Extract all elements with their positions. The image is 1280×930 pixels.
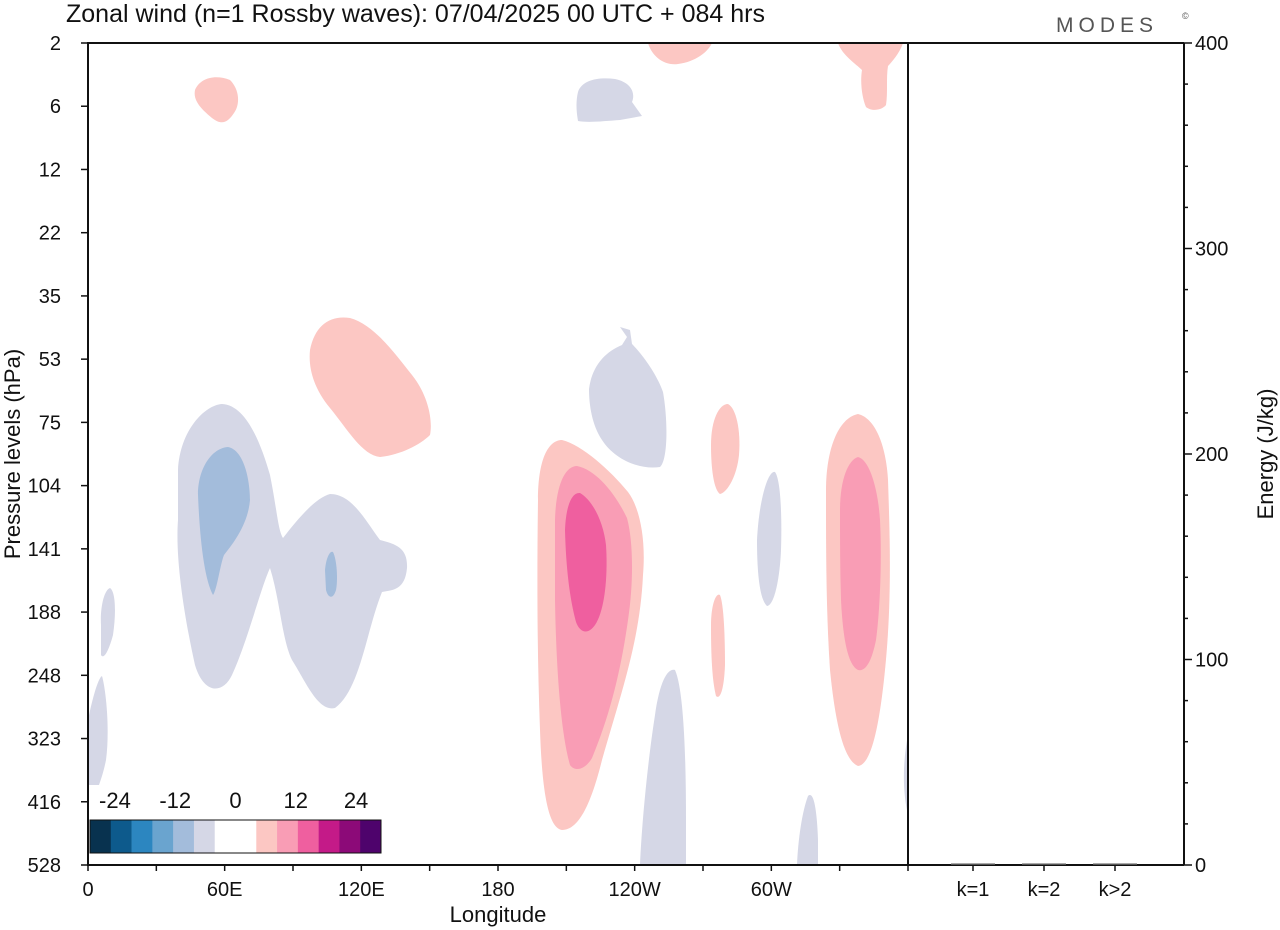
longitude-tick-label: 120W — [609, 879, 661, 901]
pressure-tick-label: 248 — [28, 665, 61, 687]
pressure-axis: 2 6 12 22 35 53 75 104 141 188 248 323 416 528 — [28, 33, 88, 877]
logo-text: MODES — [1056, 14, 1158, 37]
longitude-tick-label: 0 — [82, 879, 93, 901]
pressure-tick-label: 416 — [28, 792, 61, 814]
contour-plot: -24 -12 0 12 24 — [87, 42, 909, 866]
colorbar-frame — [89, 819, 382, 854]
colorbar-label: -24 — [99, 788, 131, 813]
colorbar-labels: -24 -12 0 12 24 — [99, 788, 368, 813]
colorbar-boxes — [90, 820, 382, 853]
pressure-tick-label: 22 — [39, 223, 61, 245]
neg-contour-region — [88, 676, 108, 805]
neg-contour-region — [797, 795, 818, 865]
neg-contour-region — [640, 669, 686, 865]
pressure-tick-label: 104 — [28, 476, 61, 498]
colorbar-box — [235, 820, 257, 853]
neg-contour-region — [589, 327, 667, 468]
modes-logo: MODES © — [1056, 11, 1189, 37]
pressure-tick-label: 53 — [39, 349, 61, 371]
pressure-tick-label: 75 — [39, 412, 61, 434]
longitude-tick-label: 180 — [481, 879, 514, 901]
colorbar-box — [90, 820, 112, 853]
colorbar-box — [277, 820, 299, 853]
colorbar-box — [339, 820, 361, 853]
energy-axis: 0 100 200 300 400 — [1184, 33, 1228, 877]
logo-mark: © — [1182, 11, 1189, 21]
neg-contour-region — [903, 735, 908, 815]
colorbar-box — [214, 820, 236, 853]
pressure-tick-label: 12 — [39, 159, 61, 181]
energy-bar — [1093, 863, 1137, 865]
colorbar-box — [152, 820, 174, 853]
pressure-tick-label: 6 — [50, 96, 61, 118]
pos-contour-region — [711, 594, 725, 697]
pos-contour-region — [840, 457, 881, 671]
energy-bar — [1022, 863, 1066, 865]
neg-contour-region — [576, 78, 642, 122]
pos-contour-region — [711, 404, 740, 494]
energy-bar — [951, 863, 995, 865]
pressure-tick-label: 141 — [28, 539, 61, 561]
colorbar-box — [256, 820, 278, 853]
colorbar-box — [318, 820, 340, 853]
pressure-tick-label: 528 — [28, 855, 61, 877]
pressure-tick-label: 2 — [50, 33, 61, 55]
neg-contour-region — [325, 551, 337, 597]
pos-contour-region — [648, 43, 712, 65]
pos-contour-region — [838, 43, 903, 110]
colorbar-label: 0 — [229, 788, 241, 813]
energy-tick-label: 300 — [1195, 239, 1228, 261]
pressure-tick-label: 188 — [28, 602, 61, 624]
energy-tick-label: 400 — [1195, 33, 1228, 55]
pos-contour-region — [565, 492, 607, 632]
neg-contour-region — [757, 471, 782, 606]
longitude-tick-label: 120E — [338, 879, 385, 901]
colorbar-box — [360, 820, 382, 853]
colorbar-box — [173, 820, 195, 853]
y-axis-label: Pressure levels (hPa) — [0, 349, 25, 559]
energy-bars: k=1 k=2 k>2 — [951, 863, 1137, 901]
colorbar-label: 24 — [344, 788, 368, 813]
x-axis-label: Longitude — [450, 902, 547, 927]
colorbar-box — [297, 820, 319, 853]
longitude-tick-label: 60E — [207, 879, 243, 901]
longitude-tick-label: 60W — [751, 879, 792, 901]
colorbar-box — [131, 820, 153, 853]
energy-panel: k=1 k=2 k>2 0 100 200 300 400 Energy (J/kg) — [908, 33, 1278, 901]
colorbar-box — [193, 820, 216, 853]
energy-category-label: k=2 — [1028, 879, 1061, 901]
pos-contour-region — [309, 317, 431, 457]
pressure-tick-label: 35 — [39, 286, 61, 308]
pos-contour-region — [194, 77, 239, 123]
energy-axis-label: Energy (J/kg) — [1253, 389, 1278, 520]
pressure-tick-label: 323 — [28, 729, 61, 751]
colorbar-label: -12 — [159, 788, 191, 813]
energy-category-label: k=1 — [957, 879, 990, 901]
energy-tick-label: 0 — [1195, 855, 1206, 877]
energy-tick-label: 200 — [1195, 444, 1228, 466]
neg-contour-region — [100, 588, 115, 657]
colorbar-label: 12 — [284, 788, 308, 813]
energy-category-label: k>2 — [1099, 879, 1132, 901]
colorbar: -24 -12 0 12 24 — [88, 785, 384, 865]
energy-tick-label: 100 — [1195, 650, 1228, 672]
neg-contour-region — [198, 447, 250, 595]
longitude-axis: 0 60E 120E 180 120W 60W — [82, 865, 909, 901]
colorbar-box — [110, 820, 132, 853]
chart-title: Zonal wind (n=1 Rossby waves): 07/04/202… — [66, 0, 765, 28]
